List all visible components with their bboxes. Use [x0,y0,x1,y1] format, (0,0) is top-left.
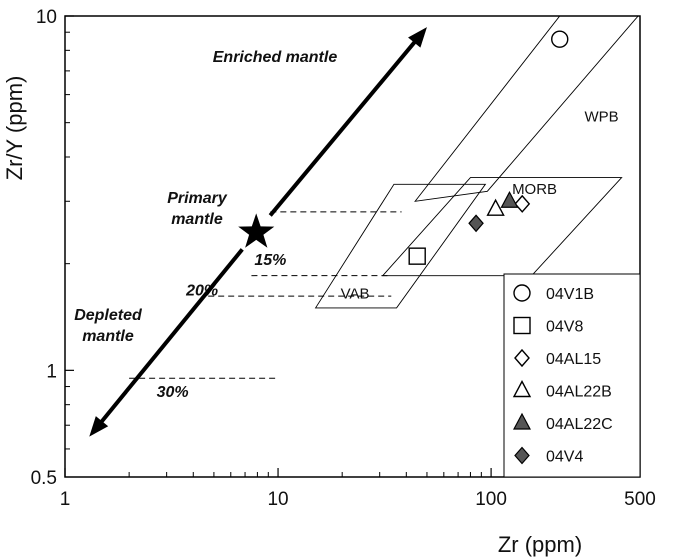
y-tick-label-0-5: 0.5 [31,468,57,489]
legend-box [503,273,641,478]
label-enriched-mantle: Enriched mantle [213,49,338,66]
enriched-trend-line [268,35,421,217]
legend-label-04al22c: 04AL22C [546,416,613,433]
legend-label-04al22b: 04AL22B [546,384,612,401]
label-depleted-mantle: Depleted mantle [74,307,143,345]
legend-marker-04al22b [512,380,532,398]
point-04v1b [551,30,569,48]
y-tick-label-1: 1 [46,361,57,382]
depleted-trend-line [95,248,244,429]
enriched-arrow-head [408,27,427,48]
depleted-arrow-head [89,416,109,437]
legend-label-04al15: 04AL15 [546,351,601,368]
sample-points [408,30,569,265]
field-morb [381,177,623,277]
field-label-wpb: WPB [584,109,618,126]
legend-marker-04al22c [513,412,531,430]
y-tick-label-10: 10 [36,7,57,28]
field-label-vab: VAB [341,285,370,302]
primary-mantle-star-icon [238,213,275,248]
x-tick-label-10: 10 [267,489,288,510]
legend-marker-04v4 [514,446,530,465]
legend-marker-04al15 [514,348,530,368]
x-tick-label-1: 1 [60,489,71,510]
legend-marker-04v1b [513,284,531,302]
x-axis-title: Zr (ppm) [498,532,582,557]
melting-label-15pct: 15% [254,252,286,269]
x-tick-label-500: 500 [624,489,656,510]
melting-label-30pct: 30% [157,384,189,401]
legend: 04V1B 04V8 04AL15 04AL22B 04AL22C 04V4 [503,273,641,478]
point-04al15 [514,194,531,213]
point-04al22c [500,190,519,208]
legend-marker-04v8 [513,316,531,335]
field-vab [314,183,487,309]
point-04al22b [486,198,505,216]
tectonic-fields: WPB MORB VAB [314,15,640,309]
label-primary-mantle: Primary mantle [167,190,228,228]
legend-label-04v8: 04V8 [546,319,583,336]
point-04v8 [408,247,426,265]
plot-frame [64,15,641,478]
point-04v4 [468,214,484,233]
field-label-morb: MORB [512,181,557,198]
y-axis-title: Zr/Y (ppm) [2,76,27,181]
legend-label-04v4: 04V4 [546,449,583,466]
x-tick-label-100: 100 [475,489,507,510]
legend-label-04v1b: 04V1B [546,286,594,303]
